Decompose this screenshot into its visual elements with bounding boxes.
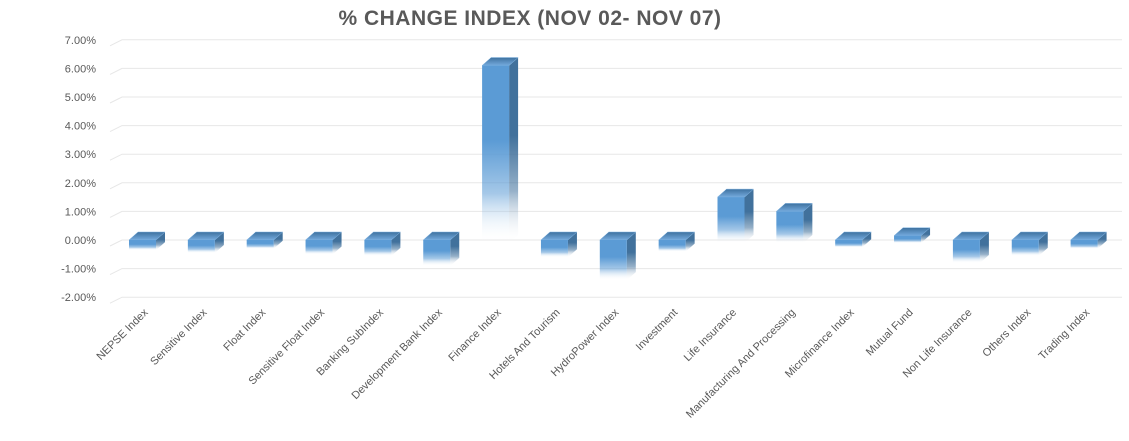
x-category-label-manufacturing-and-processing: Manufacturing And Processing (684, 307, 798, 421)
bar-side-face (921, 227, 931, 243)
gridline (109, 39, 1122, 47)
x-category-label-investment: Investment (634, 307, 681, 354)
x-category-label-float-index: Float Index (221, 306, 268, 353)
y-tick-label: 1.00% (65, 206, 96, 218)
y-tick-label: -2.00% (61, 292, 96, 304)
gridlines-layer (109, 39, 1122, 304)
bar-front-face (423, 240, 451, 266)
gridline (109, 210, 1122, 218)
y-tick-label: 4.00% (65, 121, 96, 133)
x-category-label-life-insurance: Life Insurance (682, 307, 739, 364)
y-tick-label: -1.00% (61, 264, 96, 276)
x-category-label-sensitive-index: Sensitive Index (148, 306, 210, 368)
y-tick-label: 6.00% (65, 63, 96, 75)
bar-others-index (1011, 231, 1049, 256)
y-tick-label: 5.00% (65, 92, 96, 104)
x-category-label-trading-index: Trading Index (1036, 306, 1092, 362)
gridline (109, 96, 1122, 104)
x-category-label-finance-index: Finance Index (446, 306, 504, 364)
bar-sensitive-float-index (304, 231, 343, 255)
gridline (109, 182, 1122, 190)
x-category-label-nepse-index: NEPSE Index (95, 306, 151, 362)
bar-hotels-and-tourism (540, 231, 578, 258)
bar-side-face (1097, 232, 1107, 249)
bar-front-face (1070, 240, 1098, 249)
bar-front-face (364, 240, 392, 256)
gridline (109, 268, 1122, 276)
bar-hydropower-index (599, 231, 637, 281)
bar-banking-subindex (363, 231, 402, 256)
bar-development-bank-index (422, 231, 460, 266)
bar-front-face (482, 65, 510, 243)
bar-side-face (685, 232, 695, 252)
x-category-label-mutual-fund: Mutual Fund (864, 307, 916, 359)
bar-microfinance-index (834, 231, 872, 248)
bar-front-face (658, 240, 686, 252)
bars-layer (128, 57, 1108, 281)
bar-investment (657, 231, 696, 252)
bar-mutual-fund (893, 227, 931, 243)
gridline (109, 67, 1122, 75)
bar-nepse-index (128, 231, 166, 251)
bar-front-face (599, 240, 627, 281)
bar-front-face (246, 240, 274, 249)
bar-front-face (894, 235, 922, 243)
bar-side-face (450, 232, 460, 266)
bar-finance-index (481, 57, 519, 243)
gridline (109, 153, 1122, 161)
bar-side-face (803, 203, 813, 243)
x-category-label-others-index: Others Index (980, 306, 1033, 359)
bar-front-face (952, 240, 980, 264)
bar-manufacturing-and-processing (775, 203, 814, 243)
bar-front-face (129, 240, 156, 251)
bar-side-face (391, 232, 401, 256)
bar-side-face (979, 232, 989, 264)
bar-life-insurance (716, 188, 755, 243)
y-tick-label: 0.00% (65, 235, 96, 247)
bar-float-index (246, 231, 284, 249)
chart-title: % CHANGE INDEX (NOV 02- NOV 07) (338, 7, 721, 30)
y-tick-label: 3.00% (65, 149, 96, 161)
bar-side-face (156, 232, 165, 251)
bar-front-face (540, 240, 568, 258)
bar-sensitive-index (187, 231, 225, 254)
bar-side-face (1038, 232, 1048, 256)
bar-side-face (332, 232, 342, 255)
bar-non-life-insurance (952, 231, 990, 264)
bar-front-face (187, 240, 215, 254)
bar-front-face (835, 240, 863, 248)
bar-side-face (862, 232, 872, 248)
y-tick-label: 2.00% (65, 178, 96, 190)
bar-front-face (776, 211, 804, 243)
bar-side-face (626, 232, 636, 281)
bar-trading-index (1069, 231, 1108, 249)
y-axis-tick-labels: 7.00% 6.00% 5.00% 4.00% 3.00% 2.00% 1.00% 0.00%… (61, 35, 96, 304)
y-tick-label: 7.00% (65, 35, 96, 47)
bar-side-face (744, 189, 754, 243)
bar-side-face (214, 232, 224, 254)
bar-front-face (1011, 240, 1039, 256)
gridline (109, 296, 1122, 304)
bar-front-face (305, 240, 333, 255)
gridline (109, 125, 1122, 133)
bar-front-face (717, 197, 745, 243)
bar-side-face (509, 57, 519, 243)
bar-side-face (273, 232, 283, 249)
